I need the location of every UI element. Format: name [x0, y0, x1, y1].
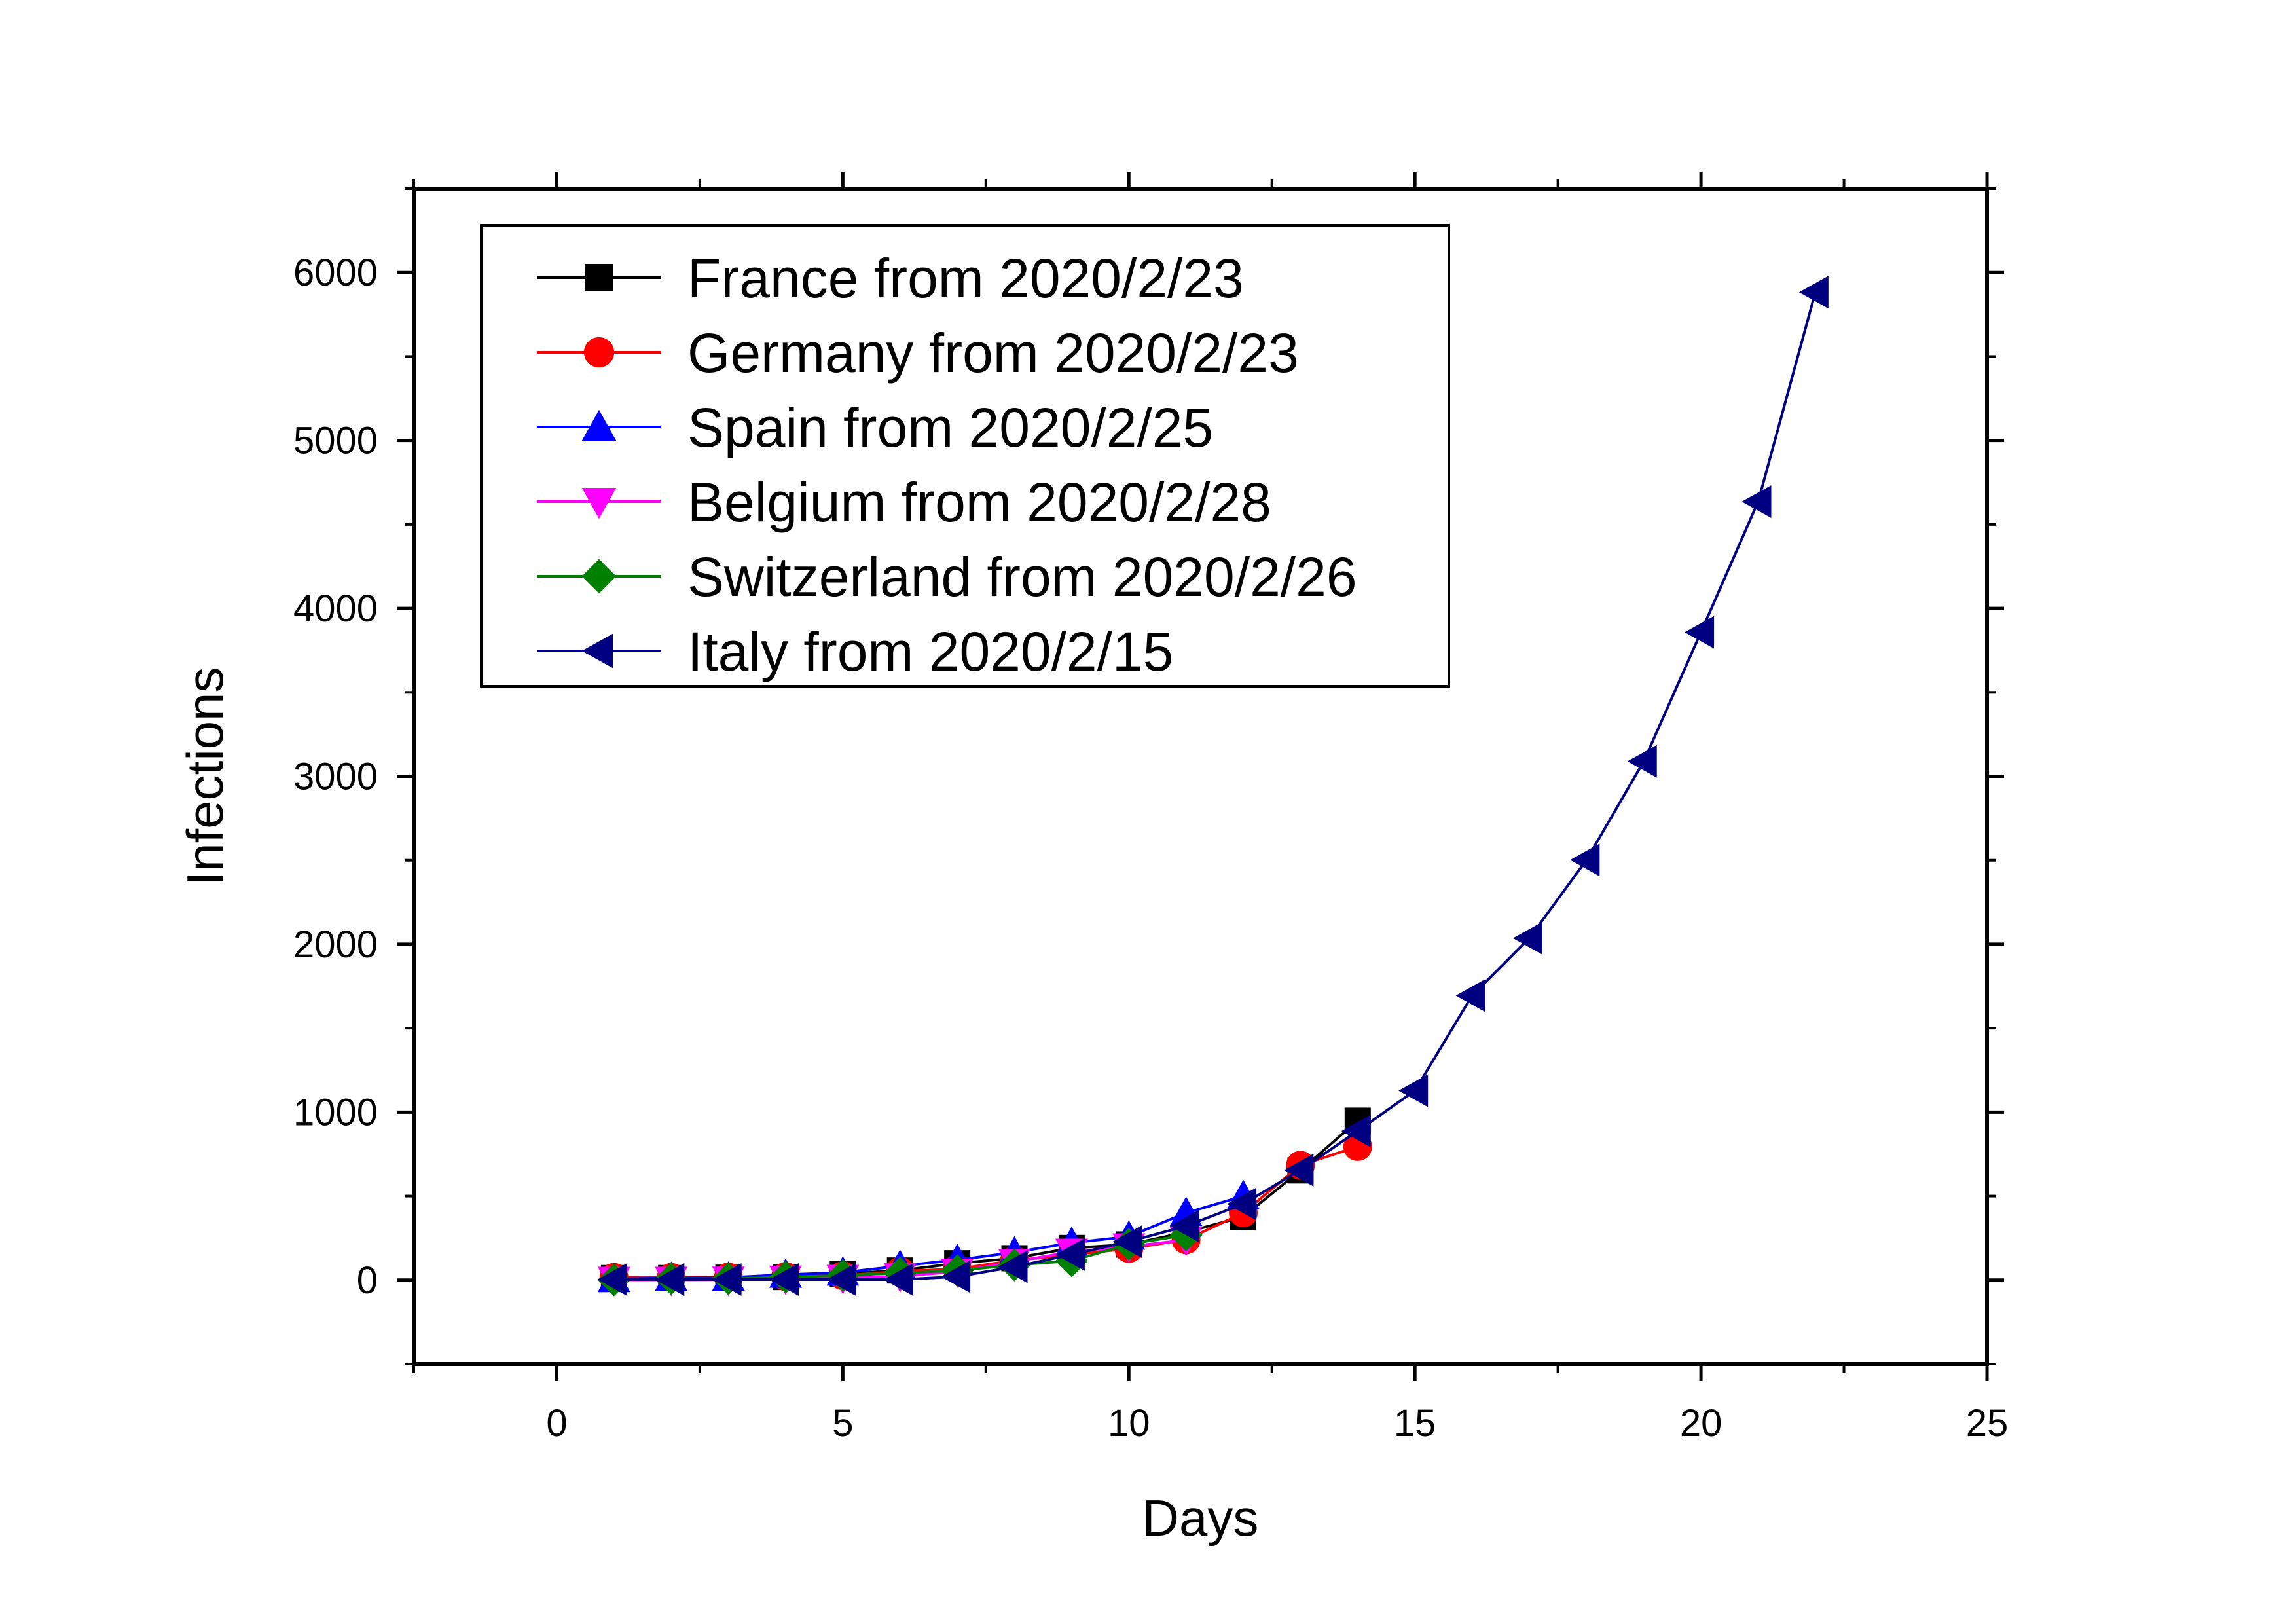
data-point — [1055, 1238, 1085, 1271]
legend-item: Germany from 2020/2/23 — [537, 322, 1299, 384]
y-tick-label: 0 — [357, 1259, 378, 1302]
data-point — [769, 1263, 799, 1297]
data-point — [1227, 1187, 1257, 1221]
legend-label: Belgium from 2020/2/28 — [687, 471, 1271, 533]
x-tick-label: 5 — [832, 1402, 853, 1445]
legend-box — [480, 224, 1450, 688]
data-point — [1398, 1074, 1429, 1107]
data-point — [998, 1250, 1028, 1283]
data-point — [883, 1263, 913, 1297]
plot-frame — [412, 187, 1989, 1366]
series-layer — [597, 276, 1829, 1297]
data-point — [712, 1263, 742, 1297]
data-point — [941, 1260, 971, 1293]
legend: France from 2020/2/23 Germany from 2020/2… — [480, 224, 1450, 688]
data-point — [1512, 921, 1542, 955]
data-point — [1798, 276, 1829, 309]
legend-marker — [581, 488, 617, 519]
y-tick-label: 5000 — [293, 420, 378, 462]
legend-item: France from 2020/2/23 — [537, 248, 1244, 309]
data-point — [1627, 745, 1657, 778]
y-axis-title: Infections — [176, 667, 234, 886]
series-line — [613, 291, 1817, 1282]
data-point — [1570, 843, 1600, 877]
data-point — [1284, 1153, 1314, 1187]
x-axis-title: Days — [1142, 1489, 1259, 1547]
legend-label: Italy from 2020/2/15 — [687, 621, 1173, 682]
data-point — [597, 1263, 627, 1297]
data-point — [1685, 616, 1715, 649]
x-tick-label: 25 — [1966, 1402, 2009, 1445]
legend-label: Switzerland from 2020/2/26 — [687, 546, 1357, 608]
legend-item: Belgium from 2020/2/28 — [537, 471, 1271, 533]
y-tick-label: 6000 — [293, 251, 378, 294]
legend-marker — [583, 337, 615, 368]
data-point — [1341, 1115, 1371, 1148]
legend-marker — [581, 409, 617, 441]
series-italy — [597, 276, 1829, 1297]
data-point — [826, 1263, 856, 1297]
legend-label: Germany from 2020/2/23 — [687, 322, 1299, 384]
data-point — [1741, 485, 1772, 518]
legend-label: Spain from 2020/2/25 — [687, 397, 1213, 458]
axes: 0 5 10 15 20 25 0 1000 2000 3000 4000 5000 6000 — [293, 172, 2008, 1445]
y-tick-label: 1000 — [293, 1091, 378, 1134]
legend-marker — [585, 264, 613, 291]
data-point — [1112, 1225, 1142, 1259]
legend-item: Italy from 2020/2/15 — [537, 621, 1173, 682]
y-tick-label: 3000 — [293, 756, 378, 798]
legend-item: Switzerland from 2020/2/26 — [537, 546, 1357, 608]
y-tick-label: 4000 — [293, 587, 378, 630]
legend-marker — [581, 633, 613, 669]
data-point — [1169, 1209, 1199, 1243]
legend-item: Spain from 2020/2/25 — [537, 397, 1213, 458]
legend-marker — [581, 559, 617, 594]
x-tick-label: 15 — [1394, 1402, 1436, 1445]
data-point — [1455, 979, 1485, 1012]
legend-label: France from 2020/2/23 — [687, 248, 1244, 309]
x-tick-label: 10 — [1108, 1402, 1150, 1445]
y-tick-label: 2000 — [293, 923, 378, 966]
data-point — [655, 1263, 685, 1297]
x-tick-label: 20 — [1680, 1402, 1722, 1445]
x-tick-label: 0 — [546, 1402, 567, 1445]
